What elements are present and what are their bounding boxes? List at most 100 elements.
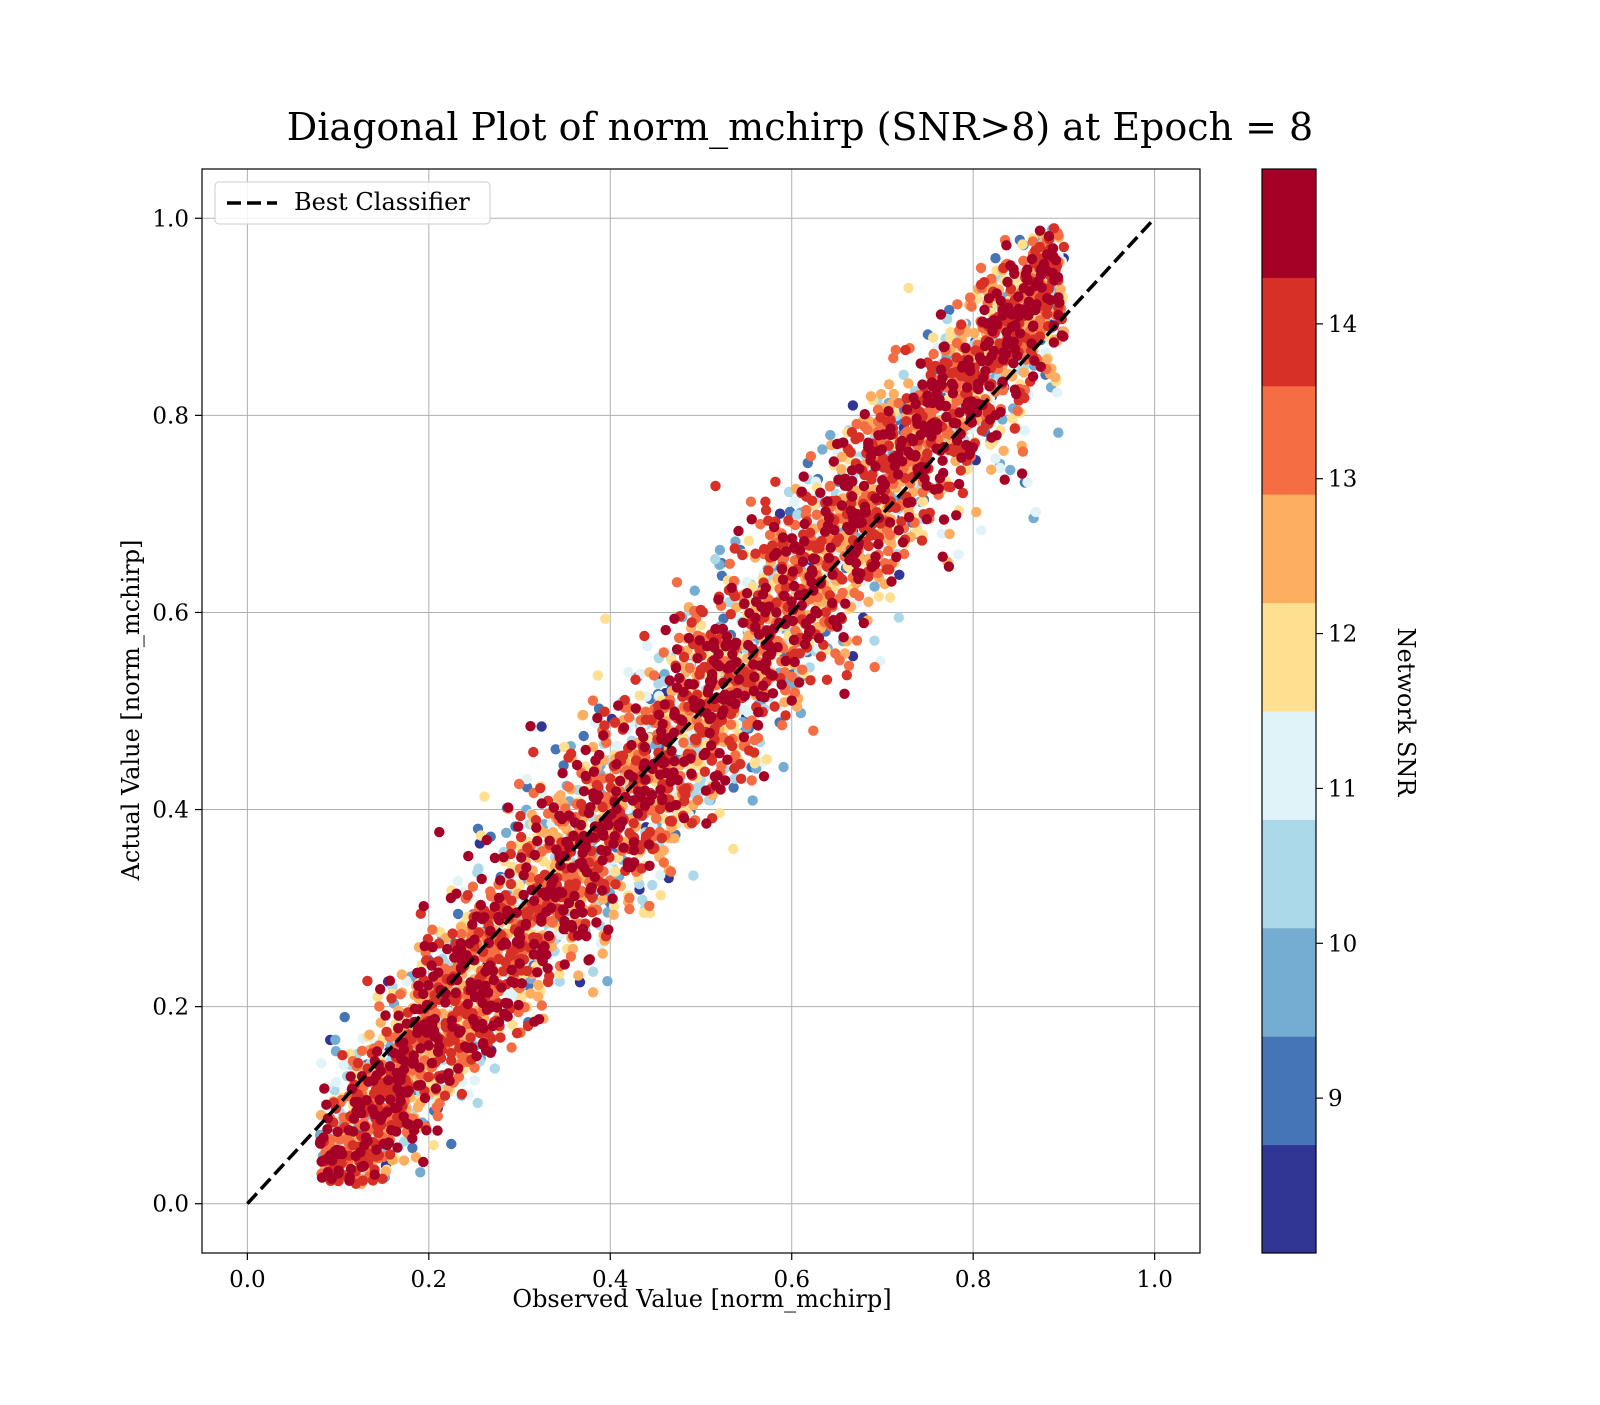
scatter-point <box>1049 337 1059 347</box>
scatter-point <box>703 687 713 697</box>
scatter-point <box>696 605 706 615</box>
scatter-point <box>647 880 657 890</box>
scatter-point <box>736 774 746 784</box>
scatter-point <box>826 543 836 553</box>
scatter-point <box>750 622 760 632</box>
scatter-point <box>687 617 697 627</box>
scatter-point <box>751 597 761 607</box>
scatter-point <box>649 670 659 680</box>
scatter-point <box>922 448 932 458</box>
scatter-point <box>800 639 810 649</box>
scatter-point <box>533 980 543 990</box>
scatter-point <box>788 566 798 576</box>
scatter-point <box>640 742 650 752</box>
scatter-point <box>470 1075 480 1085</box>
scatter-point <box>747 775 757 785</box>
scatter-point <box>758 681 768 691</box>
scatter-point <box>976 525 986 535</box>
scatter-point <box>814 543 824 553</box>
scatter-point <box>494 954 504 964</box>
scatter-point <box>1017 468 1027 478</box>
scatter-point <box>777 679 787 689</box>
scatter-point <box>984 381 994 391</box>
scatter-point <box>867 446 877 456</box>
scatter-point <box>338 1060 348 1070</box>
scatter-point <box>644 901 654 911</box>
scatter-point <box>869 636 879 646</box>
scatter-point <box>598 730 608 740</box>
scatter-point <box>666 867 676 877</box>
scatter-point <box>433 1111 443 1121</box>
scatter-point <box>393 1011 403 1021</box>
scatter-point <box>1053 428 1063 438</box>
scatter-point <box>672 682 682 692</box>
scatter-point <box>870 461 880 471</box>
scatter-point <box>705 728 715 738</box>
scatter-point <box>1028 371 1038 381</box>
scatter-point <box>359 1140 369 1150</box>
scatter-point <box>1009 269 1019 279</box>
scatter-point <box>903 378 913 388</box>
scatter-point <box>839 689 849 699</box>
scatter-point <box>512 1028 522 1038</box>
scatter-point <box>551 844 561 854</box>
scatter-point <box>898 537 908 547</box>
scatter-point <box>639 631 649 641</box>
scatter-point <box>873 539 883 549</box>
scatter-point <box>862 425 872 435</box>
scatter-point <box>947 379 957 389</box>
scatter-point <box>817 444 827 454</box>
scatter-point <box>480 966 490 976</box>
scatter-point <box>525 721 535 731</box>
scatter-point <box>579 731 589 741</box>
scatter-point <box>945 327 955 337</box>
scatter-point <box>535 783 545 793</box>
scatter-point <box>572 760 582 770</box>
scatter-point <box>490 1063 500 1073</box>
scatter-point <box>814 633 824 643</box>
scatter-point <box>575 900 585 910</box>
scatter-point <box>516 852 526 862</box>
scatter-point <box>370 1170 380 1180</box>
scatter-point <box>402 1087 412 1097</box>
scatter-point <box>733 526 743 536</box>
scatter-point <box>951 510 961 520</box>
scatter-point <box>612 741 622 751</box>
scatter-point <box>674 673 684 683</box>
scatter-point <box>644 861 654 871</box>
scatter-point <box>446 1055 456 1065</box>
scatter-point <box>661 625 671 635</box>
scatter-point <box>864 541 874 551</box>
scatter-point <box>700 767 710 777</box>
scatter-point <box>536 721 546 731</box>
scatter-point <box>423 980 433 990</box>
scatter-point <box>624 904 634 914</box>
scatter-point <box>506 895 516 905</box>
scatter-point <box>543 977 553 987</box>
scatter-point <box>605 773 615 783</box>
scatter-point <box>1010 385 1020 395</box>
scatter-point <box>371 1145 381 1155</box>
scatter-point <box>362 976 372 986</box>
scatter-point <box>386 993 396 1003</box>
scatter-point <box>686 769 696 779</box>
scatter-point <box>414 1004 424 1014</box>
scatter-point <box>447 928 457 938</box>
scatter-point <box>812 510 822 520</box>
scatter-point <box>397 969 407 979</box>
scatter-point <box>513 822 523 832</box>
scatter-point <box>468 1015 478 1025</box>
scatter-point <box>602 976 612 986</box>
scatter-point <box>367 1104 377 1114</box>
scatter-point <box>610 879 620 889</box>
scatter-point <box>332 1127 342 1137</box>
scatter-point <box>917 535 927 545</box>
scatter-point <box>588 967 598 977</box>
scatter-point <box>724 736 734 746</box>
scatter-point <box>672 577 682 587</box>
scatter-point <box>966 301 976 311</box>
scatter-point <box>381 1027 391 1037</box>
scatter-point <box>1027 254 1037 264</box>
scatter-point <box>591 917 601 927</box>
